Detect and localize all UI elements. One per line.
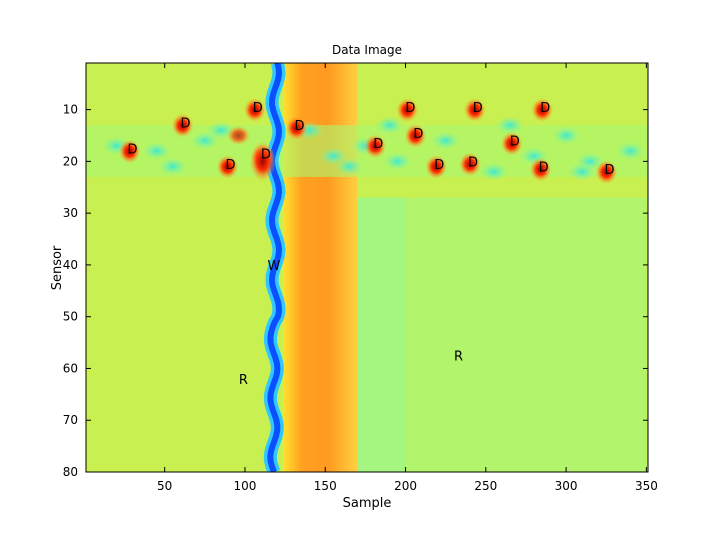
y-tick-label: 50	[63, 310, 78, 324]
annotation-label: W	[267, 259, 280, 274]
hot-spot	[531, 98, 554, 123]
annotation-label: D	[473, 101, 483, 116]
annotation-label: D	[540, 101, 550, 116]
cool-spot	[568, 162, 597, 181]
y-tick-label: 60	[63, 361, 78, 375]
annotation-label: R	[239, 373, 248, 388]
x-tick-label: 100	[234, 479, 257, 493]
annotation-label: D	[405, 101, 415, 116]
y-axis-label: Sensor	[50, 245, 65, 290]
x-tick-label: 150	[314, 479, 337, 493]
annotation-label: D	[261, 148, 271, 163]
cool-spot	[158, 157, 187, 176]
cool-spot	[431, 131, 460, 150]
y-tick-label: 30	[63, 206, 78, 220]
cool-spot	[495, 116, 524, 135]
cool-spot	[375, 116, 404, 135]
annotation-label: D	[295, 119, 305, 134]
hot-spot	[364, 134, 387, 159]
chart-title: Data Image	[332, 43, 402, 57]
hot-spot	[404, 123, 427, 148]
annotation-label: D	[604, 163, 614, 178]
x-axis-label: Sample	[343, 496, 392, 511]
annotation-label: D	[510, 135, 520, 150]
annotation-label: D	[253, 101, 263, 116]
x-tick-label: 250	[474, 479, 497, 493]
hot-spot	[171, 113, 194, 138]
wall-band-core	[267, 63, 282, 472]
cool-spot	[383, 152, 412, 171]
annotation-label: D	[128, 142, 138, 157]
hot-spot	[458, 152, 481, 177]
annotation-label: D	[181, 117, 191, 132]
y-tick-label: 80	[63, 465, 78, 479]
cool-spot	[479, 162, 508, 181]
hot-spot	[425, 154, 448, 179]
annotation-label: D	[226, 158, 236, 173]
y-tick-label: 10	[63, 103, 78, 117]
annotation-label: D	[373, 137, 383, 152]
hot-spot	[216, 154, 239, 179]
cool-spot	[335, 157, 364, 176]
annotation-label: D	[539, 161, 549, 176]
plot-area	[86, 63, 648, 472]
hot-spot	[529, 157, 552, 182]
x-tick-label: 350	[635, 479, 658, 493]
hot-spot	[243, 98, 266, 123]
hot-spot	[118, 139, 141, 164]
hot-spot	[249, 141, 276, 182]
annotation-label: R	[454, 350, 463, 365]
cool-spot	[616, 142, 645, 161]
x-tick-label: 200	[394, 479, 417, 493]
hot-spot	[285, 116, 308, 141]
annotation-label: D	[434, 158, 444, 173]
hot-spot	[500, 131, 523, 156]
cool-spot	[142, 142, 171, 161]
cool-spot	[552, 126, 581, 145]
y-tick-label: 70	[63, 413, 78, 427]
y-tick-label: 40	[63, 258, 78, 272]
hot-spot	[595, 160, 618, 185]
x-tick-label: 50	[157, 479, 172, 493]
x-tick-label: 300	[555, 479, 578, 493]
plot-frame	[85, 62, 649, 473]
hot-spot	[226, 125, 251, 146]
y-tick-label: 20	[63, 154, 78, 168]
annotation-label: D	[413, 127, 423, 142]
annotation-label: D	[468, 155, 478, 170]
hot-spot	[463, 98, 486, 123]
hot-spot	[396, 98, 419, 123]
